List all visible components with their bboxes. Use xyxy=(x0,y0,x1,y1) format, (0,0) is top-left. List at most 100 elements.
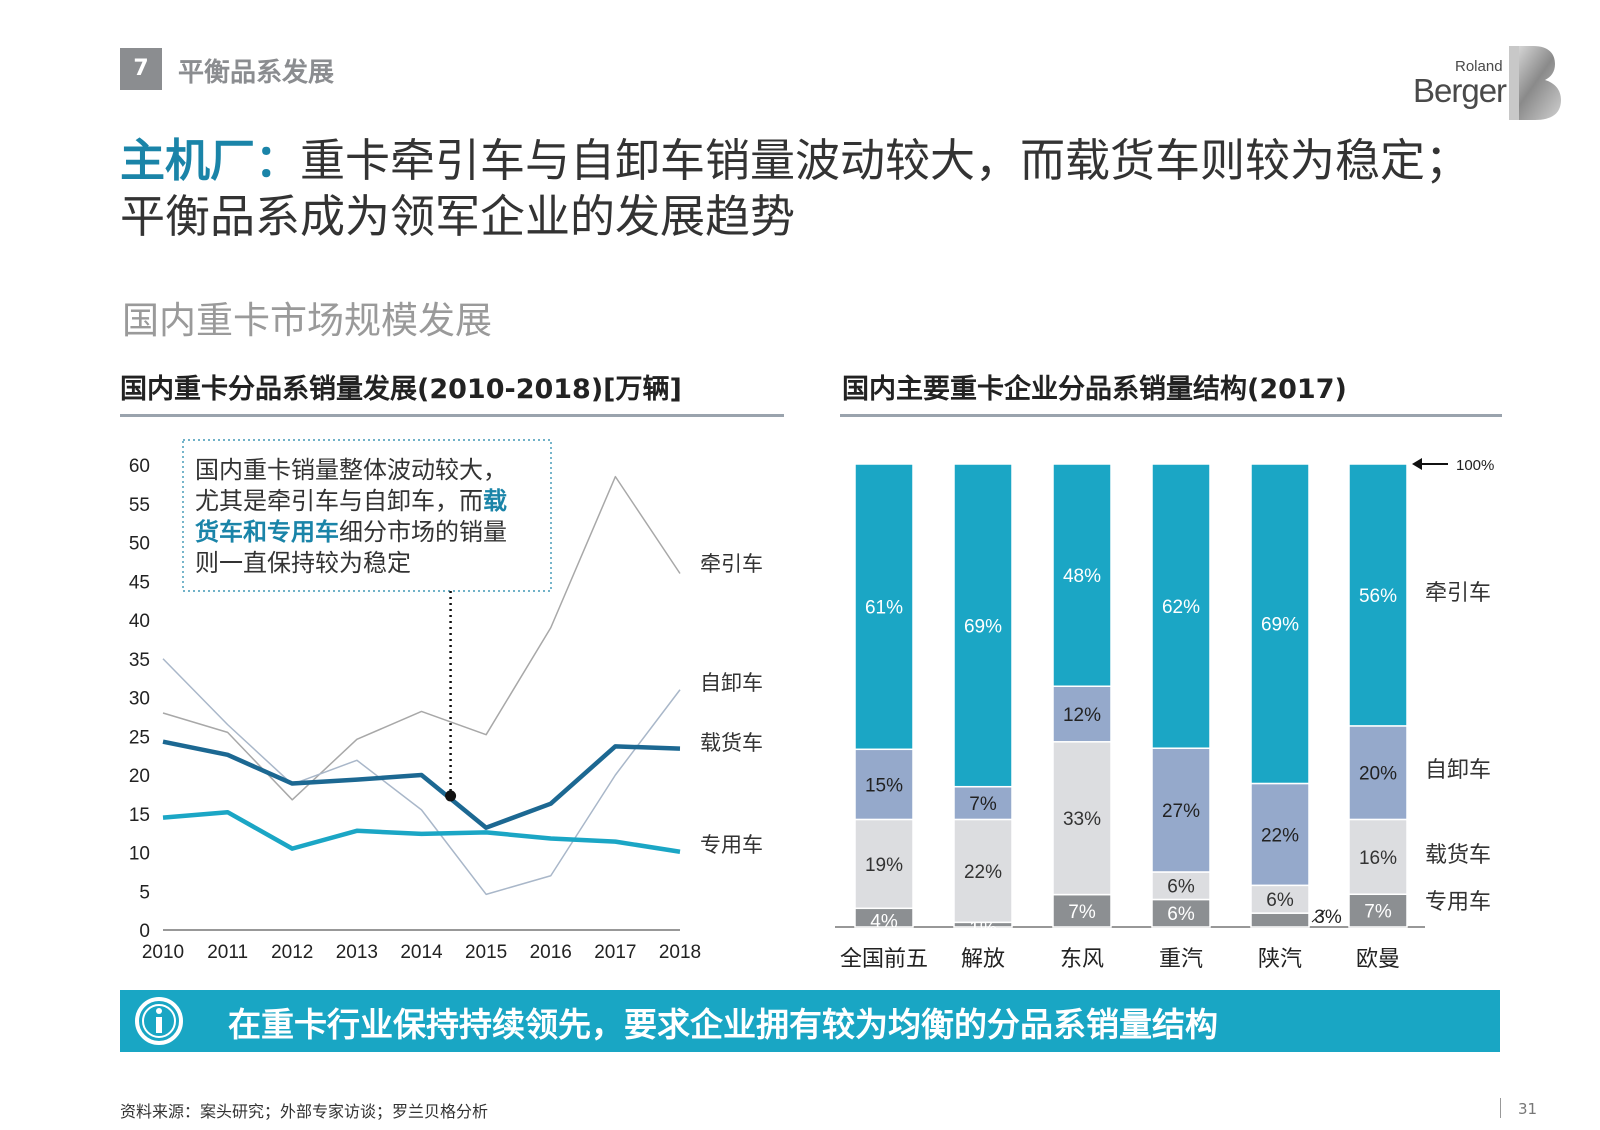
annotation-box xyxy=(182,439,552,592)
bar-value-label: 6% xyxy=(1167,877,1195,898)
bar-category-label: 欧曼 xyxy=(1356,946,1400,971)
y-tick-label: 50 xyxy=(129,534,150,555)
bar-category-label: 陕汽 xyxy=(1258,946,1302,971)
annotation-marker xyxy=(445,790,457,802)
bar-value-label: 22% xyxy=(1261,825,1299,846)
roland-berger-logo: Roland Berger xyxy=(1405,44,1570,124)
bar-chart-title: 国内主要重卡企业分品系销量结构(2017) xyxy=(842,374,1347,405)
bar-segment xyxy=(1052,685,1112,743)
bar-value-label: 6% xyxy=(1167,904,1195,925)
label-leader xyxy=(1311,909,1326,923)
bar-category-label: 重汽 xyxy=(1159,946,1203,971)
line-chart-title-rule xyxy=(120,414,784,417)
page-separator xyxy=(1500,1098,1501,1118)
bar-segment xyxy=(953,785,1013,821)
source-note: 资料来源：案头研究；外部专家访谈；罗兰贝格分析 xyxy=(120,1102,489,1121)
banner-text: 在重卡行业保持持续领先，要求企业拥有较为均衡的分品系销量结构 xyxy=(228,1005,1218,1044)
bar-segment xyxy=(1151,463,1211,749)
bar-segment xyxy=(1052,893,1112,928)
bar-segment xyxy=(1052,463,1112,687)
main-title-rest: 重卡牵引车与自卸车销量波动较大，而载货车则较为稳定；平衡品系成为领军企业的发展趋… xyxy=(120,134,1471,243)
y-tick-label: 20 xyxy=(129,766,150,787)
bar-value-label: 69% xyxy=(1261,615,1299,636)
line-chart-title: 国内重卡分品系销量发展(2010-2018)[万辆] xyxy=(120,374,682,405)
series-line-专用车 xyxy=(162,809,681,854)
x-tick-label: 2013 xyxy=(336,942,378,963)
y-tick-label: 40 xyxy=(129,611,150,632)
bar-segment xyxy=(1250,782,1310,887)
bar-legend-label: 自卸车 xyxy=(1425,757,1491,782)
annotation-segment: 细分市场的销量 xyxy=(339,519,507,546)
bar-segment xyxy=(1348,893,1408,928)
x-tick-label: 2017 xyxy=(594,942,636,963)
bar-value-label: 56% xyxy=(1359,586,1397,607)
bar-value-label: 20% xyxy=(1359,764,1397,785)
subtitle: 国内重卡市场规模发展 xyxy=(122,299,492,342)
bar-segment xyxy=(1250,463,1310,785)
bar-value-label: 15% xyxy=(865,775,903,796)
annotation-segment: 国内重卡销量整体波动较大， xyxy=(195,457,507,484)
annotation-segment: 载 xyxy=(483,488,507,515)
bar-segment xyxy=(1348,463,1408,727)
bar-value-label: 7% xyxy=(1364,902,1392,923)
y-tick-label: 35 xyxy=(129,650,150,671)
bar-value-label: 7% xyxy=(1068,902,1096,923)
bar-value-label: 62% xyxy=(1162,597,1200,618)
bar-value-label: 16% xyxy=(1359,848,1397,869)
bar-segment xyxy=(1052,741,1112,896)
series-label: 专用车 xyxy=(700,834,763,857)
y-tick-label: 0 xyxy=(139,921,150,942)
y-tick-label: 15 xyxy=(129,805,150,826)
bar-value-label: 22% xyxy=(964,862,1002,883)
series-line-牵引车 xyxy=(162,475,681,801)
bar-value-label: 4% xyxy=(870,912,898,933)
bar-legend-label: 载货车 xyxy=(1425,842,1491,867)
bar-value-label: 61% xyxy=(865,598,903,619)
y-tick-label: 45 xyxy=(129,572,150,593)
total-arrow-head xyxy=(1412,458,1422,470)
bar-value-label: 69% xyxy=(964,616,1002,637)
main-title-accent: 主机厂： xyxy=(120,134,301,187)
annotation-line: 国内重卡销量整体波动较大， xyxy=(195,457,507,484)
logo-line2: Berger xyxy=(1413,72,1507,109)
bar-category-label: 解放 xyxy=(961,946,1005,971)
bar-value-label: 12% xyxy=(1063,705,1101,726)
bar-value-label: 27% xyxy=(1162,801,1200,822)
annotation-line: 尤其是牵引车与自卸车，而载 xyxy=(195,488,507,515)
annotation-segment: 货车和专用车 xyxy=(195,518,339,546)
bar-value-label: 6% xyxy=(1266,890,1294,911)
y-tick-label: 60 xyxy=(129,456,150,477)
annotation-segment: 则一直保持较为稳定 xyxy=(195,550,411,577)
series-label: 自卸车 xyxy=(700,672,763,695)
bar-chart-title-rule xyxy=(840,414,1502,417)
bar-legend-label: 专用车 xyxy=(1425,889,1491,914)
y-tick-label: 10 xyxy=(129,844,150,865)
bar-segment xyxy=(854,463,914,751)
bar-value-label: 3% xyxy=(1314,907,1342,928)
y-tick-label: 5 xyxy=(139,882,150,903)
y-tick-label: 25 xyxy=(129,727,150,748)
conclusion-banner: 在重卡行业保持持续领先，要求企业拥有较为均衡的分品系销量结构 xyxy=(120,990,1500,1052)
annotation-line: 则一直保持较为稳定 xyxy=(195,550,411,577)
bar-category-label: 全国前五 xyxy=(840,946,928,971)
series-line-自卸车 xyxy=(162,658,681,896)
x-tick-label: 2016 xyxy=(530,942,572,963)
series-line-载货车 xyxy=(162,739,681,830)
bar-legend-label: 牵引车 xyxy=(1425,580,1491,605)
main-title: 主机厂：重卡牵引车与自卸车销量波动较大，而载货车则较为稳定；平衡品系成为领军企业… xyxy=(120,133,1480,245)
bar-value-label: 48% xyxy=(1063,566,1101,587)
y-tick-label: 30 xyxy=(129,689,150,710)
x-tick-label: 2018 xyxy=(659,942,701,963)
section-number: 7 xyxy=(120,48,162,90)
page-number: 31 xyxy=(1518,1100,1538,1118)
x-tick-label: 2010 xyxy=(142,942,184,963)
logo-line1: Roland xyxy=(1455,58,1503,75)
bar-value-label: 19% xyxy=(865,855,903,876)
bar-segment xyxy=(953,463,1013,788)
series-label: 载货车 xyxy=(700,732,763,755)
section-title: 平衡品系发展 xyxy=(178,58,335,88)
bar-value-label: 7% xyxy=(969,794,997,815)
x-tick-label: 2014 xyxy=(400,942,443,963)
bar-segment xyxy=(854,748,914,821)
